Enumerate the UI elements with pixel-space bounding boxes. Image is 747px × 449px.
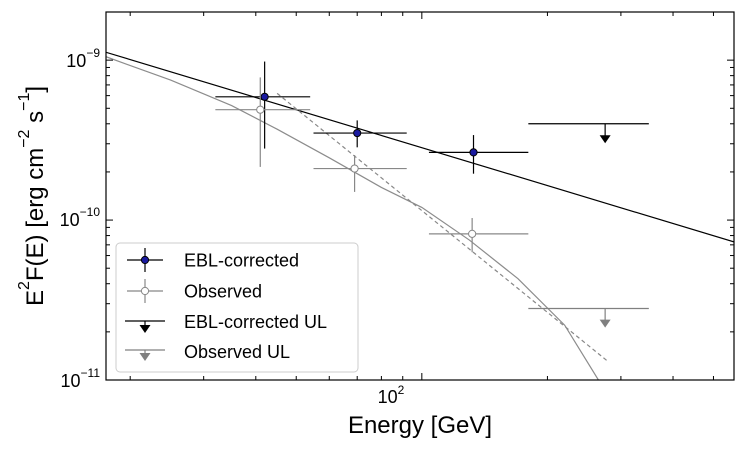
- observed-point-2: [468, 229, 477, 238]
- ebl-corrected-point-0: [260, 92, 269, 101]
- ebl-corrected-point-2: [469, 148, 478, 157]
- ebl-corrected-ul-arrow-0: [599, 135, 611, 144]
- legend-label-observed: Observed: [184, 282, 262, 302]
- y-tick-label-1e-10: 10−10: [60, 205, 101, 230]
- plot-area: [106, 51, 734, 380]
- axis-ticks: [106, 11, 734, 381]
- legend-marker-observed-ul: [139, 353, 151, 361]
- y-tick-label-1e-11: 10−11: [61, 366, 101, 391]
- x-axis-label: Energy [GeV]: [348, 412, 492, 439]
- legend-box: [115, 242, 359, 373]
- observed-point-1: [350, 164, 359, 173]
- legend-item-observed: Observed: [127, 279, 262, 303]
- observed-point-0: [256, 105, 265, 114]
- y-axis-label: E2F(E) [erg cm−2 s−1]: [16, 86, 49, 306]
- x-tick-label-100: 102: [378, 383, 405, 407]
- legend-item-ebl-corrected-ul: EBL-corrected UL: [125, 312, 327, 333]
- observed-ul-arrow-0: [599, 319, 611, 328]
- ebl-corrected-point-1: [353, 128, 362, 138]
- legend-label-ebl-corrected-ul: EBL-corrected UL: [184, 312, 327, 332]
- legend-item-observed-ul: Observed UL: [125, 342, 290, 362]
- legend-marker-ebl-corrected-ul: [139, 325, 151, 333]
- legend-label-ebl-corrected: EBL-corrected: [184, 251, 299, 271]
- legend-marker-ebl-corrected: [140, 255, 150, 265]
- legend-marker-observed: [140, 286, 150, 296]
- model-line-2: [276, 92, 609, 363]
- model-line-0: [106, 51, 734, 243]
- legend-label-observed-ul: Observed UL: [184, 342, 290, 362]
- y-tick-label-1e-9: 10−9: [66, 46, 100, 71]
- legend-item-ebl-corrected: EBL-corrected: [127, 248, 299, 272]
- model-line-1: [106, 56, 599, 380]
- axes-frame: [105, 11, 735, 381]
- legend: EBL-corrected Observed EBL-corrected UL …: [115, 242, 359, 373]
